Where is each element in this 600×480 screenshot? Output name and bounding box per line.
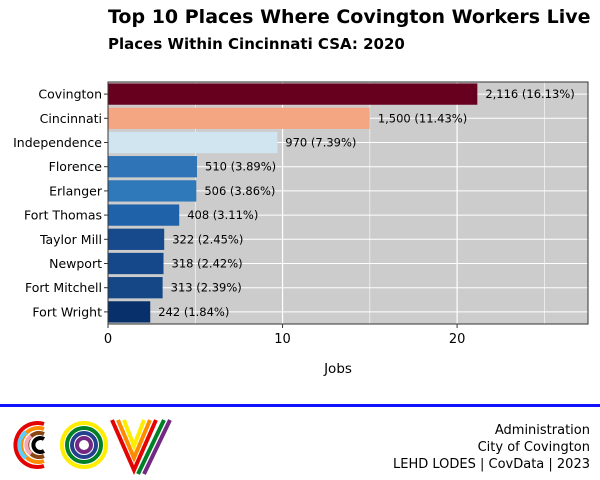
data-label: 408 (3.11%) (187, 208, 258, 222)
data-label: 506 (3.86%) (204, 184, 275, 198)
data-label: 1,500 (11.43%) (378, 111, 467, 125)
data-label: 318 (2.42%) (172, 257, 243, 271)
credit-source: LEHD LODES | CovData | 2023 (393, 457, 590, 472)
bar-newport (108, 252, 164, 275)
data-label: 313 (2.39%) (171, 281, 242, 295)
x-tick-label: 10 (274, 332, 291, 347)
bar-fort-thomas (108, 204, 180, 226)
category-label: Independence (13, 135, 102, 150)
chart-title: Top 10 Places Where Covington Workers Li… (108, 6, 591, 28)
data-label: 242 (1.84%) (158, 305, 229, 319)
category-label: Newport (49, 256, 102, 271)
bar-cincinnati (108, 107, 370, 129)
data-label: 970 (7.39%) (285, 136, 356, 150)
bar-covington (108, 83, 478, 105)
bar-fort-wright (108, 301, 151, 323)
category-label: Covington (38, 87, 102, 102)
bar-chart: 2,116 (16.13%) Covington 1,500 (11.43%) Cin… (13, 81, 589, 377)
category-label: Florence (49, 159, 103, 174)
plot-border (107, 81, 589, 325)
credit-organization: City of Covington (477, 440, 590, 455)
bar-erlanger (108, 180, 197, 202)
data-label: 2,116 (16.13%) (485, 87, 574, 101)
bar-independence (108, 131, 278, 154)
category-label: Fort Wright (32, 304, 102, 319)
x-tick-label: 20 (449, 332, 466, 347)
credit-department: Administration (494, 423, 590, 438)
category-label: Fort Mitchell (25, 280, 102, 295)
category-label: Erlanger (49, 183, 103, 198)
x-axis-label: Jobs (323, 361, 352, 377)
cov-logo (13, 419, 172, 475)
category-label: Fort Thomas (24, 208, 102, 223)
bar-taylor-mill (108, 228, 165, 250)
bar-florence (108, 156, 198, 178)
x-tick-label: 0 (104, 332, 112, 347)
bar-fort-mitchell (108, 277, 163, 299)
category-label: Cincinnati (40, 111, 102, 126)
chart-subtitle: Places Within Cincinnati CSA: 2020 (108, 35, 405, 53)
data-label: 322 (2.45%) (172, 232, 243, 246)
data-label: 510 (3.89%) (205, 160, 276, 174)
category-label: Taylor Mill (39, 232, 102, 247)
footer-credits: Administration City of Covington LEHD LO… (393, 422, 590, 473)
footer-divider (0, 404, 600, 407)
